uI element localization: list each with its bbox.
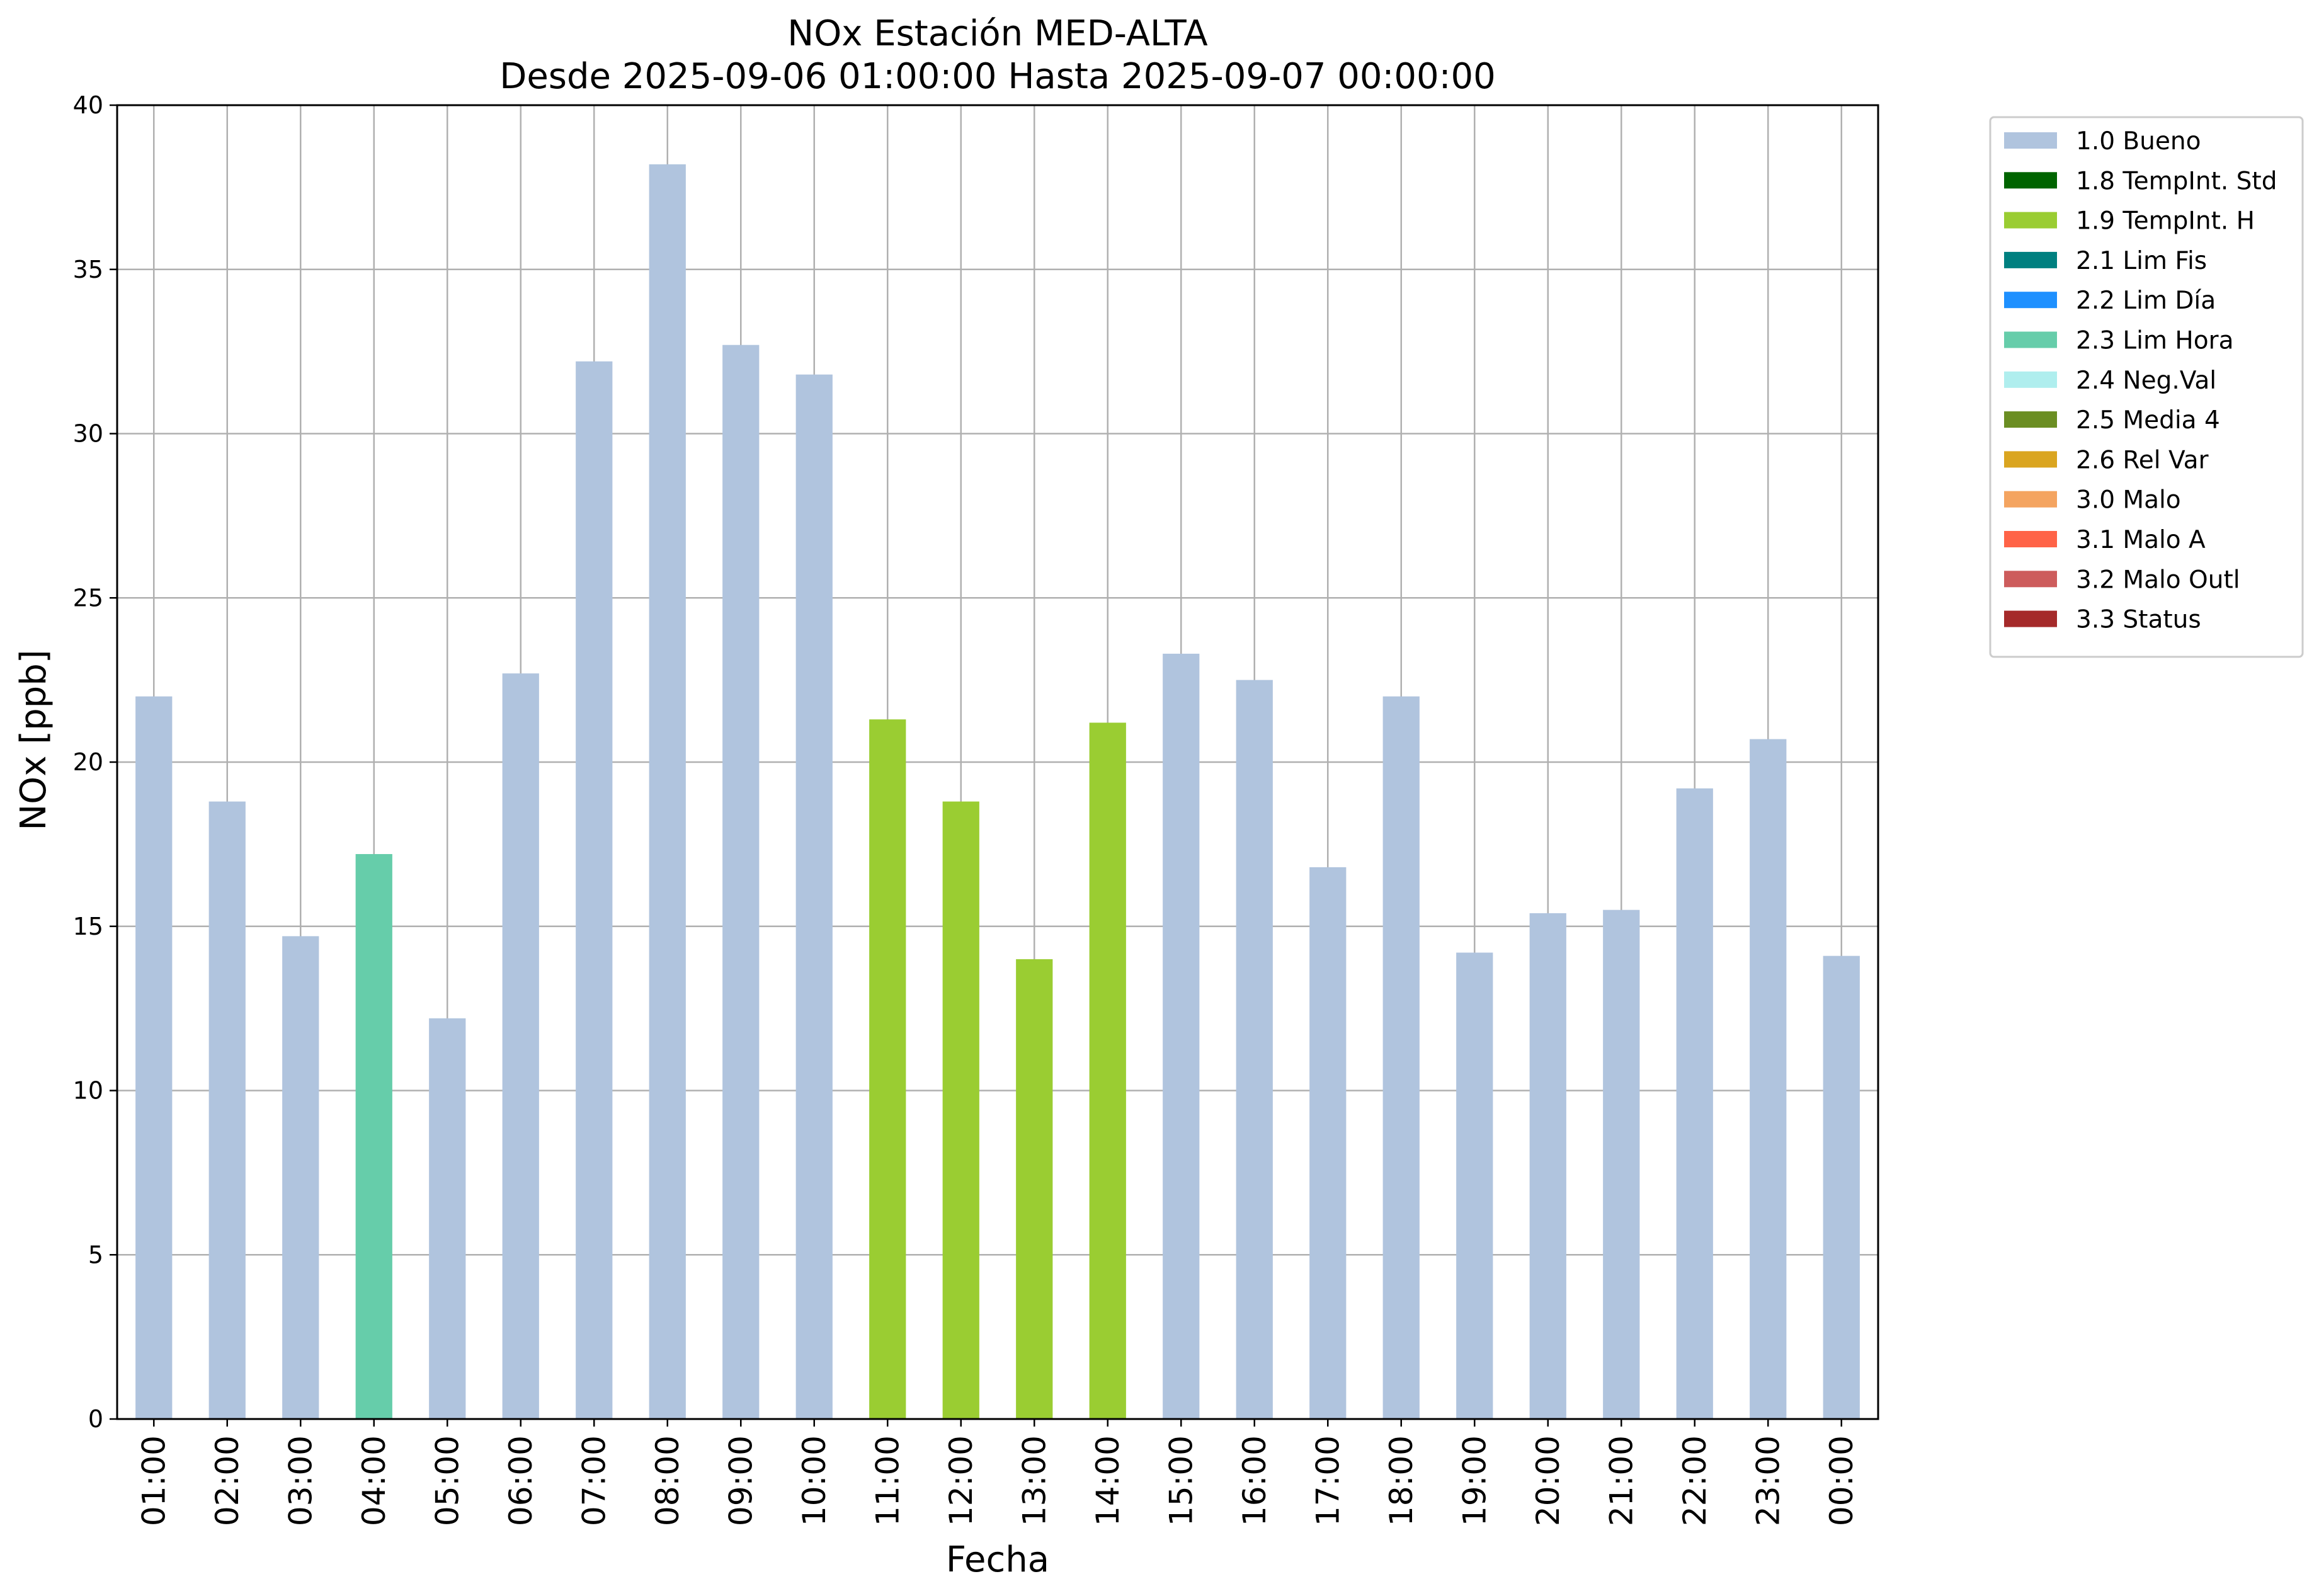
y-tick-label: 0 (88, 1405, 103, 1433)
legend-swatch (2004, 491, 2057, 508)
y-tick-label: 40 (73, 91, 103, 119)
x-tick-label: 23:00 (1750, 1435, 1786, 1526)
legend-entry-label: 1.8 TempInt. Std (2076, 167, 2277, 195)
bar (1456, 952, 1493, 1419)
x-tick-label: 12:00 (943, 1435, 979, 1526)
legend-swatch (2004, 610, 2057, 627)
legend-swatch (2004, 172, 2057, 189)
x-tick-label: 16:00 (1236, 1435, 1273, 1526)
legend-entry-label: 3.3 Status (2076, 606, 2201, 634)
x-tick-label: 07:00 (576, 1435, 612, 1526)
bar (1603, 909, 1640, 1419)
chart-title: NOx Estación MED-ALTA (787, 13, 1207, 54)
legend-swatch (2004, 451, 2057, 468)
y-tick-label: 5 (88, 1241, 103, 1268)
x-tick-label: 00:00 (1823, 1435, 1860, 1526)
x-tick-label: 15:00 (1163, 1435, 1199, 1526)
legend-swatch (2004, 531, 2057, 547)
bar (649, 164, 686, 1419)
legend-swatch (2004, 292, 2057, 309)
legend-entry-label: 3.1 Malo A (2076, 526, 2206, 554)
bar (1089, 722, 1126, 1419)
bar (869, 719, 906, 1419)
x-tick-label: 04:00 (356, 1435, 392, 1526)
x-tick-label: 05:00 (429, 1435, 465, 1526)
x-tick-label: 19:00 (1456, 1435, 1493, 1526)
x-tick-label: 06:00 (503, 1435, 539, 1526)
bar (576, 361, 613, 1419)
x-tick-label: 09:00 (722, 1435, 759, 1526)
x-axis-label: Fecha (946, 1539, 1049, 1580)
legend-entry-label: 2.5 Media 4 (2076, 406, 2220, 435)
bars (135, 164, 1860, 1419)
x-tick-label: 10:00 (796, 1435, 833, 1526)
legend-swatch (2004, 251, 2057, 268)
x-tick-label: 08:00 (649, 1435, 686, 1526)
legend-swatch (2004, 331, 2057, 348)
legend-swatch (2004, 212, 2057, 229)
bar (795, 374, 833, 1419)
bar (355, 854, 392, 1419)
x-axis-ticks: 01:00 02:00 03:00 04:00 05:00 06:00 07:00 08:00… (135, 1419, 1860, 1526)
x-tick-label: 03:00 (282, 1435, 319, 1526)
bar (1676, 788, 1713, 1419)
x-tick-label: 22:00 (1677, 1435, 1713, 1526)
y-tick-label: 15 (73, 913, 103, 940)
bar (1236, 680, 1273, 1419)
bar (1529, 913, 1566, 1419)
bar (1163, 653, 1200, 1419)
legend-swatch (2004, 371, 2057, 388)
x-tick-label: 02:00 (209, 1435, 246, 1526)
legend-entry-label: 2.2 Lim Día (2076, 287, 2216, 315)
bar (135, 696, 173, 1419)
bar (1750, 739, 1787, 1419)
legend-entry-label: 1.9 TempInt. H (2076, 207, 2255, 236)
y-tick-label: 30 (73, 420, 103, 448)
legend-entry-label: 2.4 Neg.Val (2076, 367, 2216, 395)
bar (1823, 955, 1860, 1419)
x-tick-label: 14:00 (1090, 1435, 1126, 1526)
bar (1016, 959, 1053, 1419)
legend-swatch (2004, 571, 2057, 588)
y-tick-label: 25 (73, 584, 103, 612)
legend-swatch (2004, 132, 2057, 149)
bar (282, 936, 319, 1419)
y-tick-label: 35 (73, 256, 103, 283)
legend-box (1989, 116, 2304, 658)
legend-entry-label: 3.0 Malo (2076, 486, 2181, 515)
bar (502, 673, 539, 1419)
x-tick-label: 17:00 (1309, 1435, 1346, 1526)
legend-swatch (2004, 411, 2057, 428)
x-tick-label: 01:00 (135, 1435, 172, 1526)
legend-entry-label: 1.0 Bueno (2076, 127, 2201, 156)
bar (942, 801, 979, 1419)
chart-subtitle: Desde 2025-09-06 01:00:00 Hasta 2025-09-… (499, 56, 1496, 97)
legend-entry-label: 2.3 Lim Hora (2076, 327, 2234, 355)
bar (722, 345, 760, 1419)
y-tick-label: 10 (73, 1077, 103, 1105)
y-axis-label: NOx [ppb] (13, 649, 54, 830)
legend-entry-label: 3.2 Malo Outl (2076, 566, 2240, 594)
bar (1309, 867, 1347, 1419)
x-tick-label: 20:00 (1530, 1435, 1566, 1526)
legend-entry-label: 2.1 Lim Fis (2076, 247, 2207, 275)
legend: 1.0 Bueno 1.8 TempInt. Std 1.9 TempInt. H 2… (1989, 116, 2304, 658)
x-tick-label: 18:00 (1383, 1435, 1420, 1526)
x-tick-label: 11:00 (869, 1435, 906, 1526)
bar (208, 801, 246, 1419)
y-tick-label: 20 (73, 748, 103, 776)
bar (1382, 696, 1420, 1419)
x-tick-label: 21:00 (1603, 1435, 1639, 1526)
x-tick-label: 13:00 (1016, 1435, 1052, 1526)
bar (429, 1018, 466, 1419)
legend-entry-label: 2.6 Rel Var (2076, 446, 2209, 474)
y-axis-ticks: 0 5 10 15 20 25 30 35 40 (73, 91, 117, 1433)
